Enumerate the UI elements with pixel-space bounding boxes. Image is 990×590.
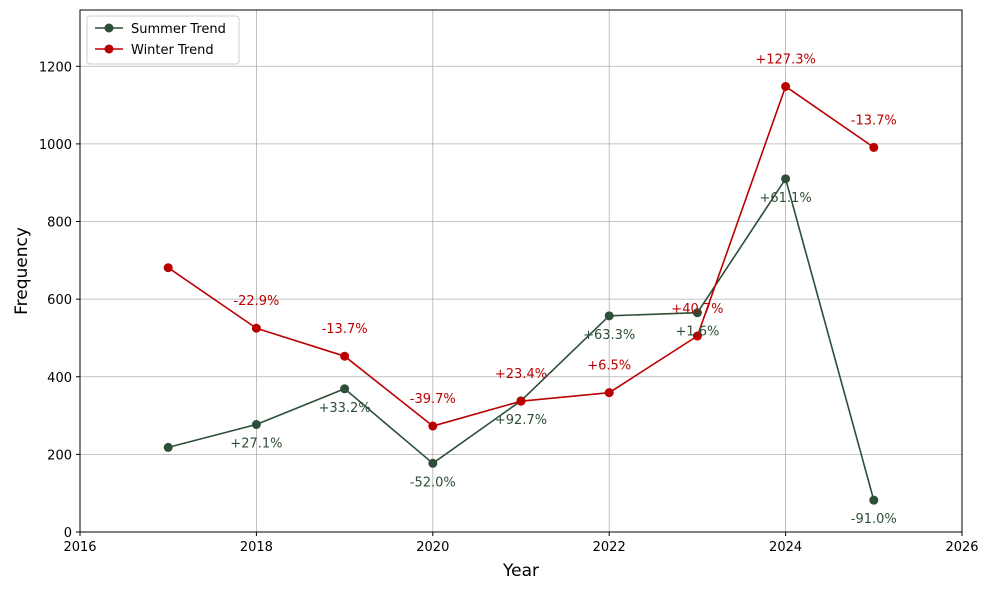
legend-entry-summer: Summer Trend: [95, 22, 226, 37]
pct-change-label-summer: +61.1%: [759, 191, 811, 206]
pct-change-label-winter: +23.4%: [495, 367, 547, 382]
x-tick-label: 2016: [63, 540, 96, 555]
data-point-summer: [869, 495, 879, 505]
pct-change-label-winter: +40.7%: [671, 302, 723, 317]
legend-label-summer: Summer Trend: [131, 22, 226, 37]
pct-change-label-summer: +33.2%: [318, 401, 370, 416]
data-point-summer: [428, 458, 438, 468]
y-tick-label: 1000: [39, 138, 72, 153]
axis-ticks: 2016 2018 2020 2022 2024 2026 0 200 400 600 800 100…: [39, 60, 979, 555]
data-point-summer: [251, 419, 261, 429]
y-tick-label: 800: [47, 216, 72, 231]
y-tick-label: 600: [47, 293, 72, 308]
pct-change-label-summer: +92.7%: [495, 413, 547, 428]
data-point-winter: [251, 323, 261, 333]
y-tick-label: 1200: [39, 60, 72, 75]
data-point-winter: [516, 396, 526, 406]
x-tick-label: 2024: [769, 540, 802, 555]
x-tick-label: 2026: [945, 540, 978, 555]
pct-change-label-summer: +63.3%: [583, 328, 635, 343]
data-point-summer: [692, 308, 702, 318]
pct-change-label-winter: -13.7%: [851, 113, 897, 128]
y-tick-label: 200: [47, 448, 72, 463]
data-point-winter: [692, 331, 702, 341]
pct-change-label-winter: -22.9%: [233, 294, 279, 309]
pct-change-label-summer: +1.6%: [675, 325, 719, 340]
pct-change-label-winter: -13.7%: [322, 322, 368, 337]
plot-area-frame: [79, 9, 963, 533]
pct-change-label-winter: -39.7%: [410, 392, 456, 407]
x-tick-label: 2022: [593, 540, 626, 555]
pct-change-label-winter: +127.3%: [755, 52, 815, 67]
pct-change-label-summer: -52.0%: [410, 475, 456, 490]
data-point-winter: [604, 388, 614, 398]
y-tick-label: 0: [64, 526, 72, 541]
legend-marker-winter: [104, 44, 114, 54]
pct-change-label-winter: +6.5%: [587, 359, 631, 374]
x-tick-label: 2018: [240, 540, 273, 555]
data-point-summer: [163, 442, 173, 452]
pct-change-label-summer: -91.0%: [851, 512, 897, 527]
data-point-summer: [604, 311, 614, 321]
legend-marker-summer: [104, 23, 114, 33]
annotation-layer: +27.1% +33.2% -52.0% +92.7% +63.3% +1.6% +61.1…: [230, 52, 897, 527]
data-point-winter: [428, 421, 438, 431]
legend-frame: [86, 15, 240, 65]
data-point-winter: [781, 81, 791, 91]
pct-change-label-summer: +27.1%: [230, 436, 282, 451]
y-axis-title: Frequency: [12, 227, 32, 315]
legend-entry-winter: Winter Trend: [95, 43, 214, 58]
x-tick-label: 2020: [416, 540, 449, 555]
data-point-winter: [163, 263, 173, 273]
legend: Summer Trend Winter Trend: [86, 15, 240, 65]
y-tick-label: 400: [47, 371, 72, 386]
data-point-winter: [869, 142, 879, 152]
data-point-summer: [340, 384, 350, 394]
data-point-winter: [340, 351, 350, 361]
legend-label-winter: Winter Trend: [131, 43, 214, 58]
x-axis-title: Year: [502, 561, 539, 581]
series-layer: [163, 81, 879, 505]
data-point-summer: [781, 174, 791, 184]
